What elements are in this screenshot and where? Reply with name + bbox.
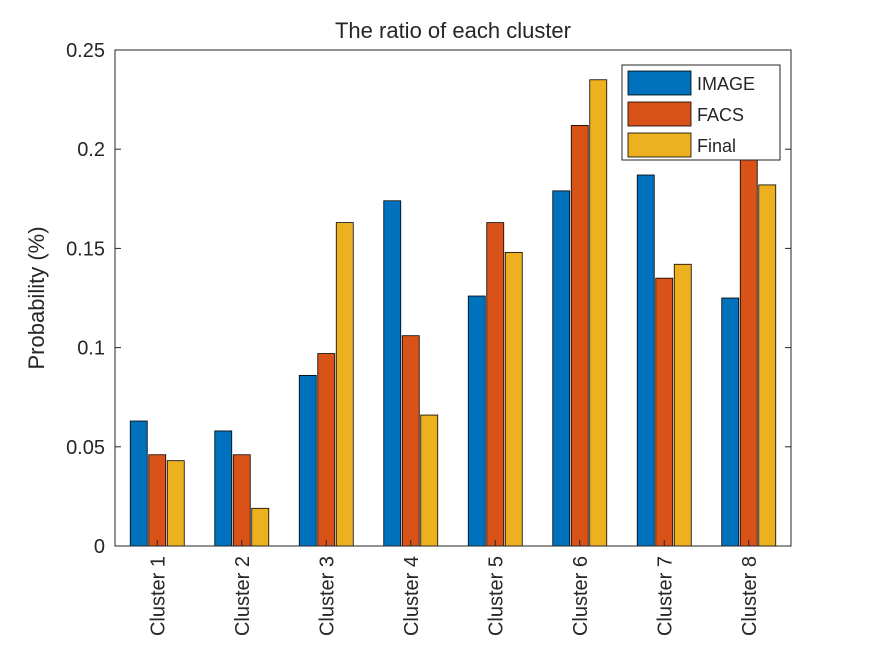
bar-facs-cluster-7: [655, 277, 674, 547]
bar-final-cluster-1: [166, 460, 185, 547]
bar-image-cluster-6: [552, 190, 571, 547]
legend-swatch-facs: [627, 101, 692, 127]
bar-facs-cluster-6: [570, 124, 589, 547]
x-tick-label: Cluster 7: [654, 556, 676, 636]
bar-image-cluster-1: [129, 420, 148, 547]
x-axis-ticks: Cluster 1 Cluster 2 Cluster 3 Cluster 4 Clus…: [147, 540, 761, 636]
chart-title: The ratio of each cluster: [335, 18, 571, 43]
x-tick-label: Cluster 1: [147, 556, 169, 636]
plot-frame: [114, 49, 792, 547]
y-tick-label: 0.2: [77, 139, 105, 161]
legend-label-final: Final: [697, 136, 736, 156]
bar-image-cluster-8: [721, 297, 740, 547]
bar-final-cluster-4: [420, 414, 439, 547]
y-tick-label: 0.1: [77, 338, 105, 360]
bar-image-cluster-5: [467, 295, 486, 547]
legend: IMAGE FACS Final: [621, 64, 781, 161]
x-tick-label: Cluster 5: [485, 556, 507, 636]
legend-label-facs: FACS: [697, 105, 744, 125]
y-axis-ticks: 0 0.05 0.1 0.15 0.2 0.25: [66, 40, 791, 558]
legend-swatch-image: [627, 70, 692, 96]
y-tick-label: 0.15: [66, 238, 105, 260]
legend-label-image: IMAGE: [697, 74, 755, 94]
bar-facs-cluster-1: [148, 454, 167, 547]
bar-final-cluster-2: [251, 507, 270, 547]
bar-final-cluster-5: [504, 251, 523, 547]
x-tick-label: Cluster 3: [316, 556, 338, 636]
y-tick-label: 0.05: [66, 437, 105, 459]
bar-final-cluster-3: [335, 222, 354, 547]
bar-image-cluster-4: [383, 200, 402, 547]
bar-facs-cluster-5: [486, 222, 505, 547]
bar-final-cluster-6: [589, 79, 608, 547]
bar-facs-cluster-3: [317, 353, 336, 547]
bar-image-cluster-2: [214, 430, 233, 547]
bar-facs-cluster-2: [232, 454, 251, 547]
x-tick-label: Cluster 2: [232, 556, 254, 636]
bar-facs-cluster-4: [401, 335, 420, 547]
bar-image-cluster-3: [298, 374, 317, 547]
y-tick-label: 0: [94, 536, 105, 558]
legend-swatch-final: [627, 132, 692, 158]
y-tick-label: 0.25: [66, 40, 105, 62]
bar-final-cluster-8: [758, 184, 777, 547]
x-tick-label: Cluster 4: [401, 556, 423, 636]
y-axis-label: Probability (%): [24, 226, 49, 369]
bar-final-cluster-7: [673, 263, 692, 547]
x-tick-label: Cluster 6: [570, 556, 592, 636]
x-tick-label: Cluster 8: [739, 556, 761, 636]
bar-facs-cluster-8: [739, 152, 758, 547]
bar-image-cluster-7: [636, 174, 655, 547]
